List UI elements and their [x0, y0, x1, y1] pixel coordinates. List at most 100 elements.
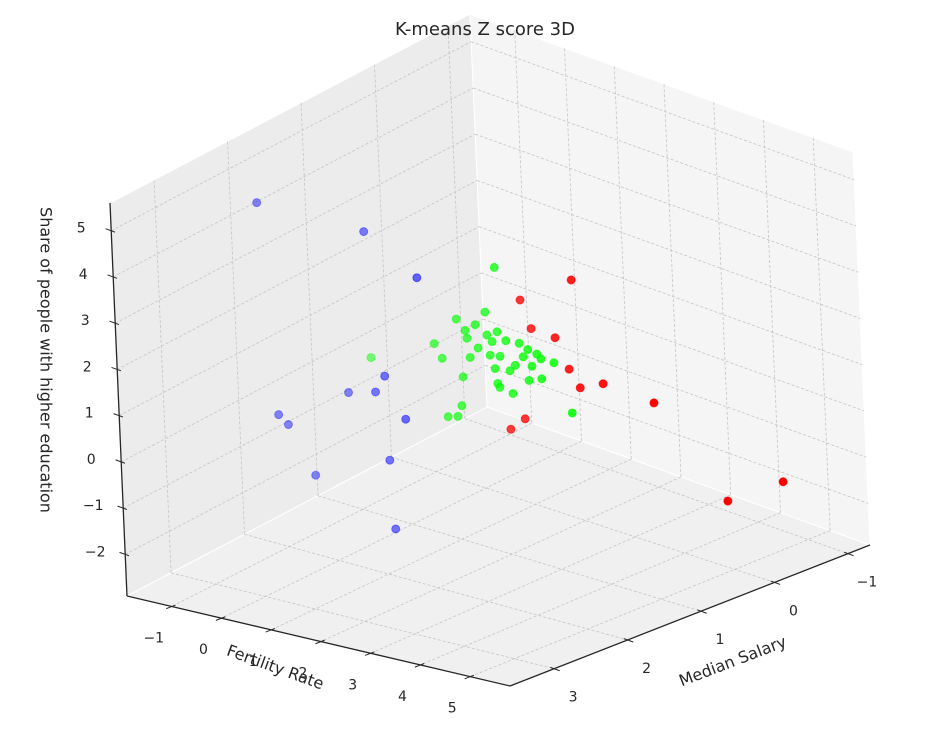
- data-point: [515, 295, 525, 305]
- tick-mark: [115, 459, 126, 464]
- data-point: [371, 387, 381, 397]
- x-tick-label: 2: [299, 666, 308, 682]
- data-point: [359, 227, 369, 237]
- data-point: [566, 275, 576, 285]
- grid-line: [471, 41, 855, 181]
- grid-line: [564, 48, 582, 442]
- z-axis-label: Share of people with higher education: [37, 207, 56, 513]
- grid-line: [300, 102, 319, 496]
- data-point: [495, 351, 505, 361]
- grid-line: [663, 83, 682, 477]
- grid-line: [447, 25, 466, 419]
- y-tick-label: 2: [642, 661, 651, 677]
- x-tick-label: 0: [199, 642, 208, 658]
- data-point: [252, 198, 262, 208]
- data-point: [401, 414, 411, 424]
- data-point: [385, 455, 395, 465]
- grid-line: [119, 226, 480, 417]
- grid-line: [391, 456, 775, 583]
- grid-line: [227, 141, 245, 535]
- grid-line: [481, 272, 865, 412]
- y-tick-label: 0: [789, 603, 798, 619]
- grid-line: [117, 180, 478, 370]
- tick-mark: [107, 274, 118, 279]
- data-point: [501, 336, 511, 346]
- grid-line: [111, 41, 472, 232]
- grid-line: [153, 179, 172, 573]
- grid-line: [812, 137, 831, 531]
- tick-mark: [844, 551, 854, 557]
- data-point: [490, 364, 500, 374]
- data-point: [391, 524, 401, 534]
- grid-line: [713, 101, 732, 495]
- data-point: [508, 388, 518, 398]
- grid-line: [514, 30, 533, 424]
- data-point: [485, 350, 495, 360]
- z-tick-label: 3: [81, 313, 90, 329]
- data-point: [453, 411, 463, 421]
- data-point: [457, 401, 467, 411]
- data-point: [598, 379, 608, 389]
- grid-line: [374, 64, 392, 458]
- grid-line: [171, 422, 532, 607]
- data-point: [380, 371, 390, 381]
- grid-line: [473, 87, 857, 227]
- data-point: [412, 273, 422, 283]
- data-point: [489, 262, 499, 272]
- data-point: [465, 352, 475, 362]
- chart-title: K-means Z score 3D: [395, 19, 575, 40]
- z-tick-label: 0: [87, 452, 96, 468]
- grid-line: [121, 272, 482, 463]
- data-point: [470, 320, 480, 330]
- data-point: [518, 352, 528, 362]
- grid-line: [115, 133, 476, 324]
- data-point: [523, 345, 533, 355]
- data-point: [526, 324, 536, 334]
- data-point: [311, 470, 321, 480]
- tick-mark: [697, 609, 707, 614]
- grid-line: [763, 119, 781, 513]
- data-point: [487, 337, 497, 347]
- grid-line: [475, 133, 859, 273]
- data-point: [473, 343, 483, 353]
- data-point: [480, 307, 490, 317]
- grid-line: [370, 494, 731, 654]
- x-tick-label: 3: [348, 677, 357, 693]
- z-axis-line: [109, 202, 128, 597]
- z-tick-label: −1: [83, 498, 104, 514]
- y-tick-label: 3: [569, 690, 578, 706]
- tick-mark: [770, 580, 781, 585]
- tick-mark: [113, 413, 124, 418]
- data-point: [344, 388, 354, 398]
- axes: −1 0 1 2 3 4 5 −1 0 1 2 3 −2 −1 0 1 2 3 4 5: [77, 202, 877, 717]
- data-point: [492, 327, 502, 337]
- data-point: [460, 325, 470, 335]
- grid-line: [113, 87, 474, 278]
- tick-mark: [550, 666, 560, 672]
- data-point: [550, 333, 560, 343]
- grid-line: [125, 365, 486, 555]
- data-point: [527, 361, 537, 371]
- x-axis-line: [126, 595, 511, 687]
- z-tick-label: 5: [77, 221, 86, 237]
- data-point: [649, 398, 659, 408]
- data-point: [482, 330, 492, 340]
- grid-line: [123, 318, 484, 509]
- grid-line: [320, 476, 682, 642]
- grid-line: [479, 226, 863, 366]
- panes: [109, 13, 872, 687]
- data-point: [458, 372, 468, 382]
- data-point: [451, 314, 461, 324]
- tick-mark: [109, 320, 120, 326]
- z-tick-label: 1: [85, 406, 94, 422]
- tick-mark: [117, 505, 128, 510]
- grid-line: [170, 572, 555, 670]
- grid-line: [485, 365, 869, 504]
- tick-mark: [111, 366, 122, 372]
- x-tick-label: 5: [448, 701, 457, 717]
- x-tick-label: −1: [143, 631, 164, 647]
- data-point: [549, 358, 559, 368]
- y-axis-line: [509, 544, 871, 687]
- data-point: [567, 408, 577, 418]
- grid-line: [420, 512, 781, 666]
